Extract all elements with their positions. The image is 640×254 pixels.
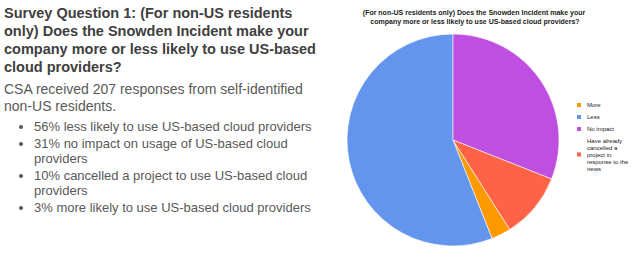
html-text:Survey Question 1: (For non-US: Survey Question 1: (For non-US residents… — [4, 5, 316, 75]
svg-text:cancelled a: cancelled a — [587, 145, 619, 151]
html-text:31% no impact on usage of US-b: 31% no impact on usage of US-based cloud… — [34, 135, 288, 166]
svg-text:project in: project in — [587, 152, 613, 158]
svg-text:Less: Less — [587, 114, 600, 120]
html-text:10% cancelled a project to use: 10% cancelled a project to use US-based … — [34, 167, 308, 198]
html-text:CSA received 207 responses fro: CSA received 207 responses from self-ide… — [4, 81, 303, 114]
svg-text:No impact: No impact — [587, 126, 614, 132]
svg-text:Have already: Have already — [587, 138, 624, 144]
svg-text:company more or less likely to: company more or less likely to use US-ba… — [370, 18, 579, 26]
svg-text:More: More — [587, 102, 601, 108]
html-text:3% more likely to use US-based: 3% more likely to use US-based cloud pro… — [34, 199, 311, 215]
svg-text:news: news — [587, 166, 601, 172]
html-text:56% less likely to use US-base: 56% less likely to use US-based cloud pr… — [34, 119, 312, 134]
svg-text:response to the: response to the — [587, 159, 630, 165]
svg-text:(For non-US residents only) Do: (For non-US residents only) Does the Sno… — [363, 9, 587, 17]
